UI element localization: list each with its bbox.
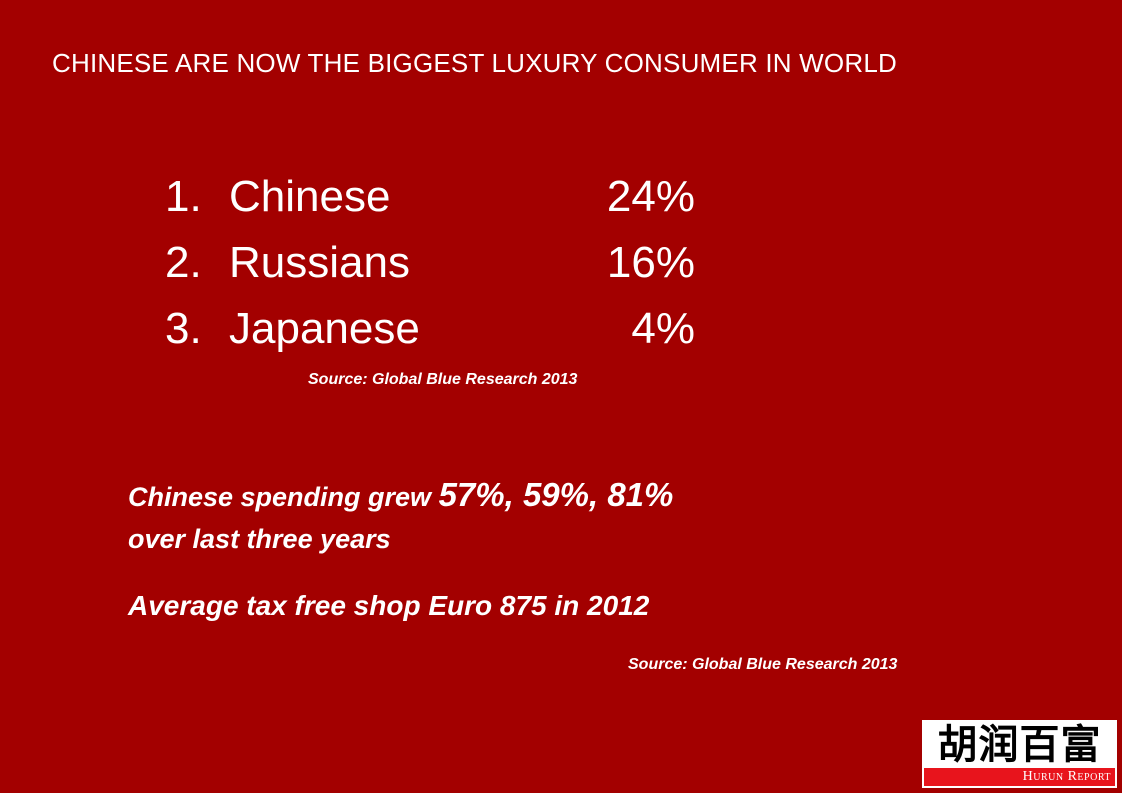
ranking-item: 3. Japanese 4%	[165, 299, 705, 365]
rank-name: Japanese	[229, 304, 420, 353]
rank-number: 1.	[165, 172, 202, 221]
growth-values: 57%, 59%, 81%	[438, 476, 674, 513]
growth-statement: Chinese spending grew 57%, 59%, 81% over…	[128, 474, 673, 560]
ranking-list: 1. Chinese 24% 2. Russians 16% 3. Japane…	[165, 167, 705, 365]
rank-number: 3.	[165, 304, 202, 353]
rank-value: 24%	[606, 172, 695, 221]
growth-suffix: over last three years	[128, 524, 391, 554]
source-note: Source: Global Blue Research 2013	[308, 371, 578, 388]
tax-free-statement: Average tax free shop Euro 875 in 2012	[128, 590, 650, 621]
growth-line-1: Chinese spending grew 57%, 59%, 81%	[128, 474, 673, 518]
ranking-item: 1. Chinese 24%	[165, 167, 705, 233]
slide-title: CHINESE ARE NOW THE BIGGEST LUXURY CONSU…	[52, 48, 897, 78]
rank-number: 2.	[165, 238, 202, 287]
hurun-report-logo: 胡润百富 Hurun Report	[922, 720, 1117, 788]
growth-prefix: Chinese spending grew	[128, 482, 439, 512]
rank-name: Russians	[229, 238, 410, 287]
rank-value: 4%	[631, 304, 695, 353]
rank-value: 16%	[606, 238, 695, 287]
logo-chinese-text: 胡润百富	[924, 722, 1115, 768]
ranking-item: 2. Russians 16%	[165, 233, 705, 299]
logo-english-text: Hurun Report	[924, 768, 1115, 786]
rank-name: Chinese	[229, 172, 391, 221]
source-note: Source: Global Blue Research 2013	[628, 656, 898, 673]
